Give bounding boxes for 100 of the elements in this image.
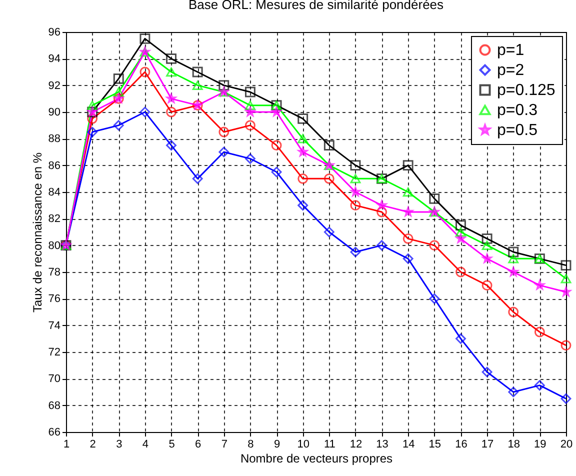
x-tick-label: 11 [324, 438, 336, 450]
x-tick-label: 7 [221, 438, 228, 450]
point [244, 100, 256, 110]
x-tick-label: 6 [195, 438, 202, 450]
point [456, 233, 466, 244]
point [456, 227, 466, 237]
y-tick-label: 70 [48, 373, 60, 386]
point [508, 266, 518, 276]
point [298, 113, 308, 124]
x-tick-label: 19 [534, 438, 546, 450]
point [560, 274, 572, 284]
point [140, 106, 150, 118]
point [298, 200, 308, 211]
y-tick-label: 88 [48, 133, 60, 146]
point [324, 173, 334, 184]
point [482, 366, 492, 378]
y-tick-label: 68 [48, 400, 60, 412]
point [402, 187, 414, 197]
x-tick-label: 18 [508, 438, 520, 450]
point [324, 226, 334, 238]
y-tick-label: 78 [48, 266, 60, 278]
x-tick-label: 16 [455, 438, 468, 450]
point [402, 253, 414, 264]
point [376, 240, 388, 251]
point [560, 393, 572, 404]
x-tick-label: 5 [168, 438, 175, 450]
point [429, 293, 440, 304]
point [508, 386, 519, 398]
point [140, 33, 150, 44]
y-tick-label: 66 [48, 426, 60, 438]
point [560, 340, 572, 351]
point [271, 140, 282, 151]
x-tick-label: 12 [350, 438, 362, 450]
y-tick-label: 82 [48, 213, 60, 226]
point [402, 233, 414, 244]
point [140, 66, 150, 78]
x-tick-label: 8 [248, 438, 254, 450]
y-tick-label: 74 [48, 320, 60, 332]
point [456, 266, 466, 278]
legend-label: p=0.125 [497, 82, 556, 99]
point [166, 67, 176, 77]
y-tick-label: 90 [48, 106, 60, 118]
point [508, 246, 519, 258]
point [482, 280, 492, 291]
point [482, 233, 492, 244]
point [324, 140, 334, 151]
point [350, 186, 360, 196]
point [271, 166, 282, 178]
point [192, 80, 203, 90]
point [350, 174, 361, 184]
y-tick-label: 86 [48, 160, 60, 172]
x-axis-title: Nombre de vecteurs propres [240, 452, 393, 466]
point [376, 200, 387, 210]
point [429, 240, 440, 251]
point [166, 140, 176, 151]
legend-label: p=0.3 [497, 102, 538, 119]
point [560, 260, 572, 271]
x-tick-label: 3 [116, 438, 122, 450]
point [508, 254, 519, 264]
x-tick-label: 2 [90, 438, 96, 450]
point [166, 93, 176, 104]
y-axis-title: Taux de reconnaissance en % [30, 152, 44, 313]
x-tick-label: 17 [481, 438, 494, 450]
y-tick-label: 92 [48, 80, 60, 92]
point [272, 106, 282, 116]
legend-label: p=2 [497, 62, 524, 79]
point [298, 173, 308, 184]
x-tick-label: 10 [297, 438, 310, 450]
point [534, 380, 545, 391]
point [192, 173, 203, 184]
legend-label: p=0.5 [497, 122, 538, 139]
point [166, 106, 176, 118]
y-tick-label: 84 [48, 186, 60, 198]
point [534, 280, 545, 290]
x-tick-label: 9 [274, 438, 280, 450]
point [113, 73, 124, 84]
point [350, 160, 361, 171]
y-tick-label: 94 [48, 53, 60, 66]
y-tick-label: 76 [48, 293, 60, 306]
point [298, 134, 308, 144]
point [376, 206, 388, 218]
point [482, 240, 492, 250]
x-tick-label: 1 [63, 438, 70, 450]
x-tick-label: 20 [560, 438, 573, 450]
point [482, 253, 492, 264]
point [244, 86, 256, 98]
x-tick-label: 14 [402, 438, 415, 450]
point [350, 200, 361, 211]
x-tick-label: 4 [142, 438, 149, 450]
point [244, 153, 256, 164]
point [508, 306, 519, 318]
point [456, 220, 466, 231]
point [245, 106, 256, 116]
x-tick-label: 13 [376, 438, 388, 450]
point [350, 246, 361, 258]
point [87, 126, 98, 138]
point [218, 146, 230, 158]
y-tick-label: 72 [48, 346, 60, 358]
point [403, 206, 414, 216]
point [534, 326, 545, 338]
